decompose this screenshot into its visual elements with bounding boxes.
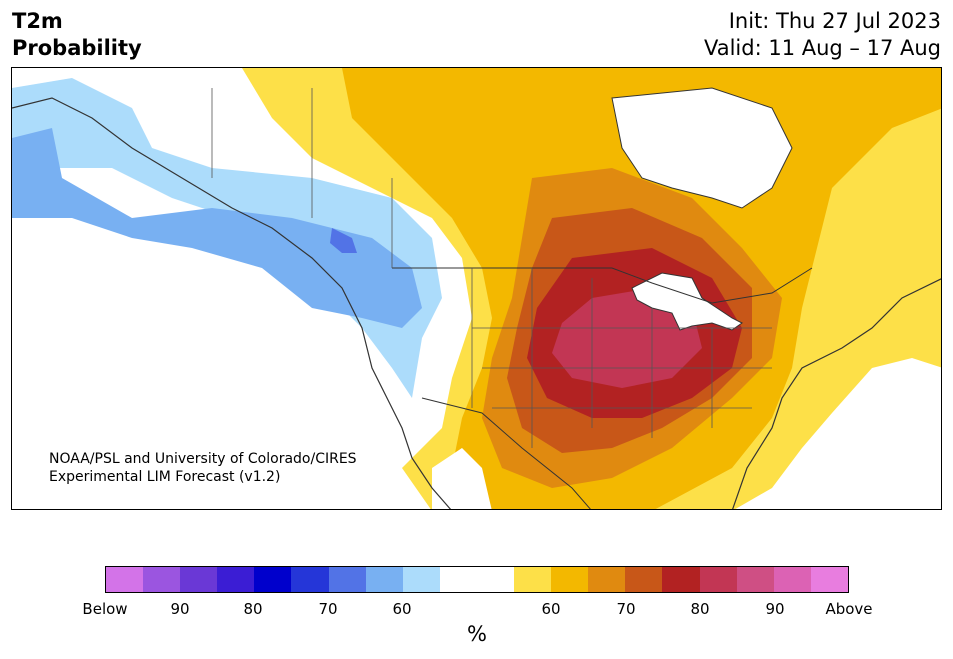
colorbar-tick-label: 90 — [765, 600, 785, 618]
colorbar-segment — [291, 567, 329, 592]
colorbar-segment — [810, 567, 848, 592]
colorbar-segment — [402, 567, 440, 592]
colorbar-segment — [180, 567, 218, 592]
colorbar-tick-label: 60 — [392, 600, 412, 618]
title-quantity: Probability — [12, 36, 142, 60]
east-coastline — [732, 278, 941, 509]
colorbar-segment — [254, 567, 292, 592]
colorbar-segment — [773, 567, 811, 592]
coastline — [12, 97, 452, 509]
region-blue-light — [12, 78, 442, 398]
colorbar-segment — [551, 567, 589, 592]
colorbar-tick-label: 80 — [243, 600, 263, 618]
region-blue-mid — [12, 128, 422, 328]
colorbar-tick-label: 80 — [690, 600, 710, 618]
colorbar-tick-label: 60 — [541, 600, 561, 618]
mexico-interior — [432, 448, 492, 509]
probability-colorbar — [105, 566, 849, 593]
map-title: T2m Probability — [12, 8, 142, 62]
forecast-map — [11, 67, 942, 510]
colorbar-segment — [699, 567, 737, 592]
colorbar-segment — [736, 567, 774, 592]
colorbar-segment — [439, 567, 477, 592]
colorbar-tick-label: 70 — [616, 600, 636, 618]
forecast-dates: Init: Thu 27 Jul 2023 Valid: 11 Aug – 17… — [704, 8, 941, 62]
colorbar-segment — [106, 567, 144, 592]
title-variable: T2m — [12, 9, 63, 33]
map-canvas — [12, 68, 941, 509]
us-canada-border — [392, 267, 813, 304]
credit-line-1: NOAA/PSL and University of Colorado/CIRE… — [49, 451, 357, 467]
colorbar-segment — [328, 567, 366, 592]
colorbar-segment — [143, 567, 181, 592]
colorbar-segment — [217, 567, 255, 592]
colorbar-segment — [662, 567, 700, 592]
great-lakes — [631, 272, 743, 331]
colorbar-segment — [588, 567, 626, 592]
state-lines — [211, 88, 772, 448]
hudson-bay — [611, 87, 793, 209]
colorbar-segment — [476, 567, 515, 592]
region-crimson — [552, 288, 702, 388]
colorbar-segment — [365, 567, 403, 592]
credit-line-2: Experimental LIM Forecast (v1.2) — [49, 469, 281, 485]
colorbar-segment — [514, 567, 552, 592]
colorbar-tick-label: 70 — [318, 600, 338, 618]
colorbar-segment — [625, 567, 663, 592]
colorbar-tick-label: 90 — [170, 600, 190, 618]
colorbar-tick-label: Below — [82, 600, 128, 618]
init-date: Init: Thu 27 Jul 2023 — [728, 9, 941, 33]
colorbar-unit: % — [467, 622, 487, 646]
us-mexico-border — [421, 397, 591, 509]
region-blue-dark — [330, 228, 357, 253]
valid-range: Valid: 11 Aug – 17 Aug — [703, 36, 941, 60]
colorbar-tick-label: Above — [825, 600, 873, 618]
credit-text: NOAA/PSL and University of Colorado/CIRE… — [49, 450, 357, 486]
